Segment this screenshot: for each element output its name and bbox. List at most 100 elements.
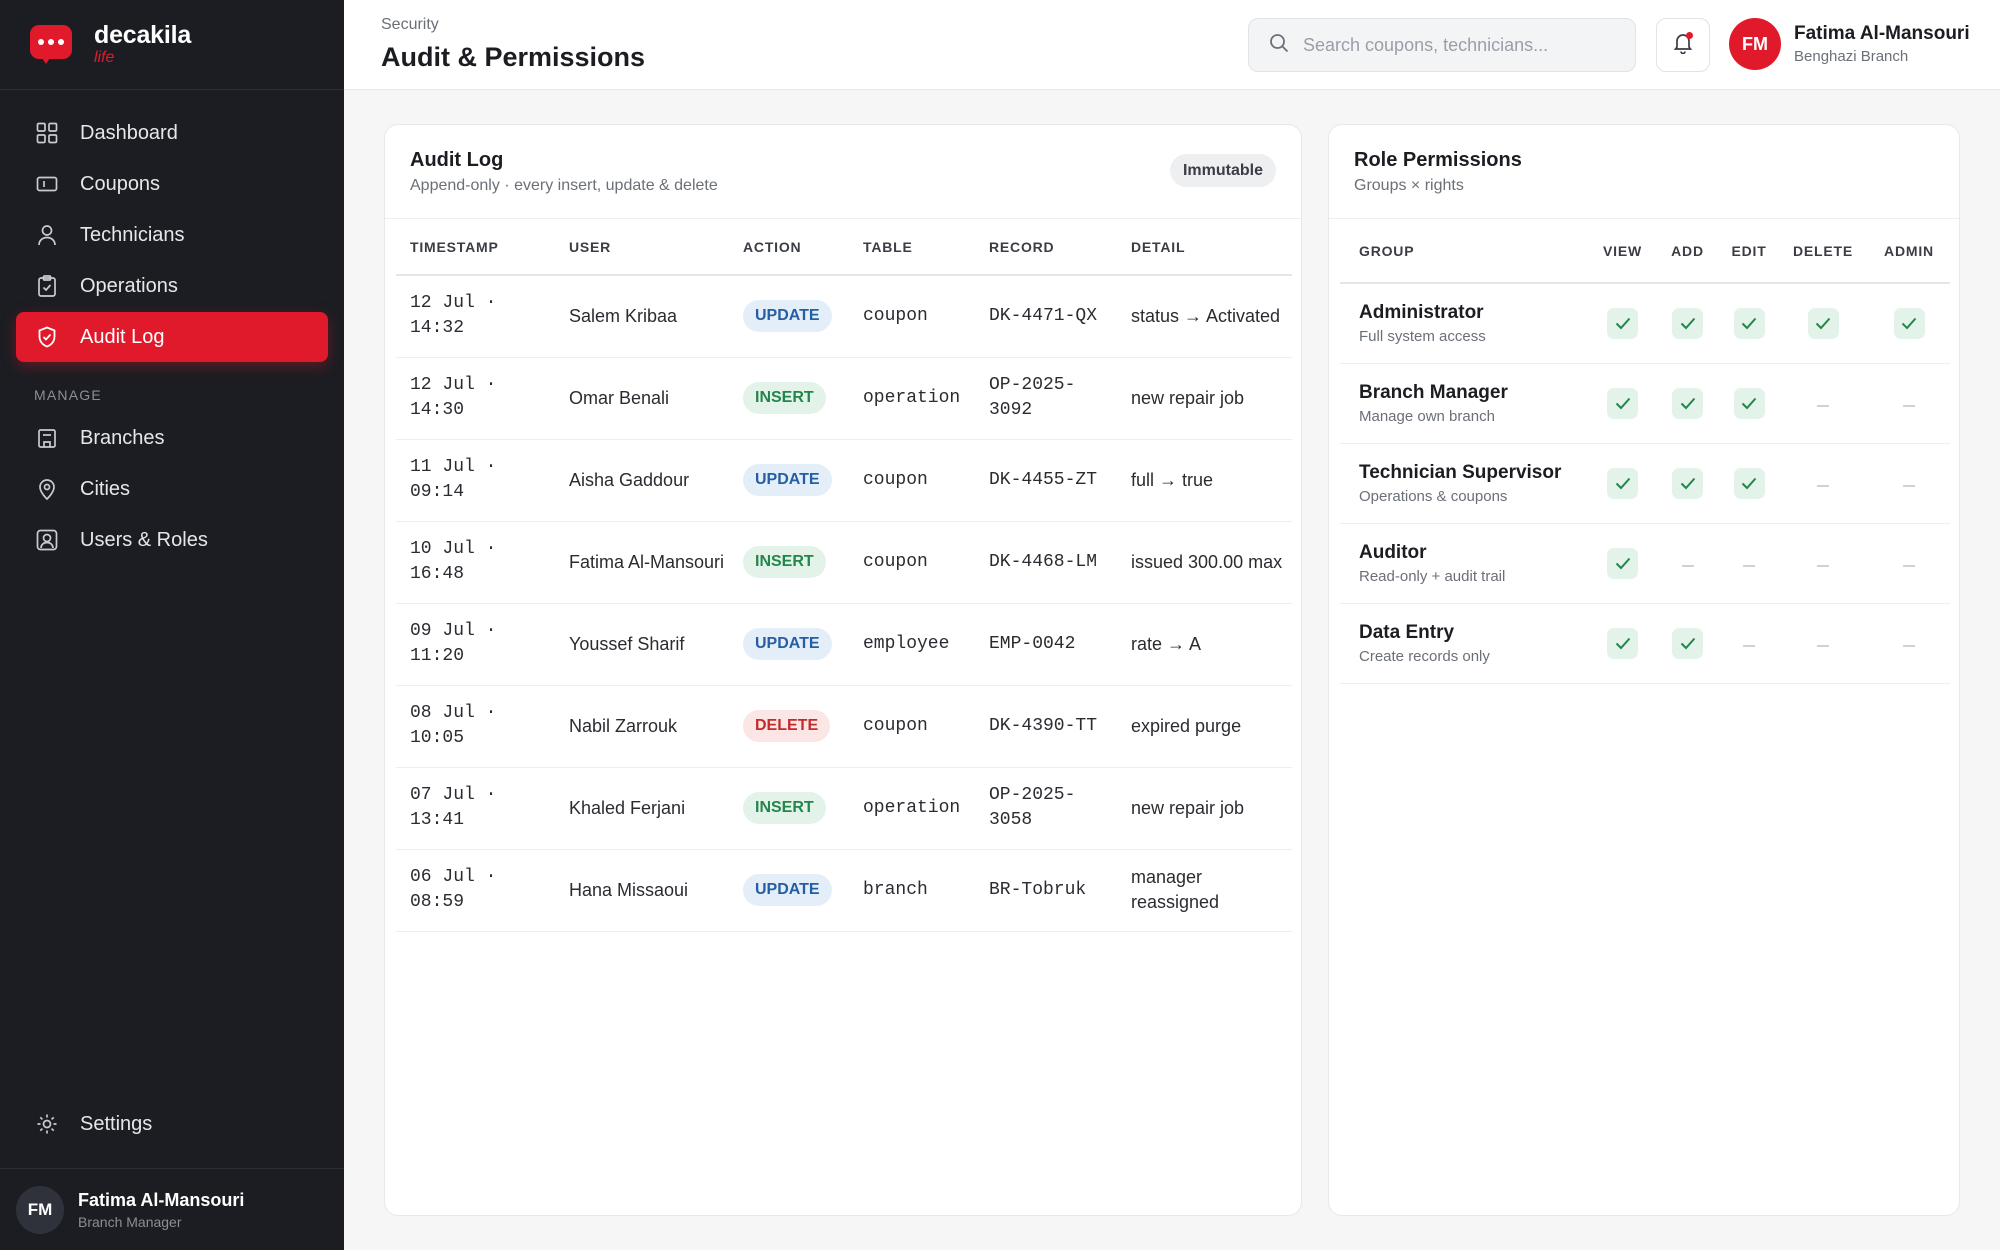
- permission-cell[interactable]: [1778, 363, 1868, 444]
- table-cell: coupon: [849, 521, 975, 604]
- record-cell: DK-4471-QX: [975, 275, 1117, 358]
- timestamp-time: 11:20: [410, 646, 465, 666]
- dash-icon: [1743, 645, 1755, 647]
- permission-cell[interactable]: [1778, 283, 1868, 364]
- sidebar-item-dashboard[interactable]: Dashboard: [16, 108, 328, 158]
- sidebar-item-branches[interactable]: Branches: [16, 413, 328, 463]
- table-row[interactable]: 09 Jul · 11:20 Youssef Sharif UPDATE empl…: [396, 603, 1292, 686]
- permission-cell[interactable]: [1868, 283, 1950, 364]
- timestamp-time: 14:32: [410, 318, 465, 339]
- sidebar-item-audit-log[interactable]: Audit Log: [16, 312, 328, 362]
- permission-cell[interactable]: [1868, 443, 1950, 524]
- action-cell: UPDATE: [729, 439, 849, 522]
- action-cell: INSERT: [729, 521, 849, 604]
- table-row[interactable]: 07 Jul · 13:41 Khaled Ferjani INSERT oper…: [396, 767, 1292, 850]
- table-row[interactable]: Administrator Full system access: [1340, 283, 1950, 364]
- column-header[interactable]: RECORD: [975, 219, 1117, 276]
- check-icon: [1893, 307, 1925, 339]
- timestamp-cell: 09 Jul · 11:20: [396, 603, 555, 686]
- permission-cell[interactable]: [1778, 523, 1868, 604]
- user-cell: Fatima Al-Mansouri: [555, 521, 729, 604]
- detail-cell: status → Activated: [1117, 275, 1292, 358]
- permission-cell[interactable]: [1655, 363, 1720, 444]
- sidebar-item-operations[interactable]: Operations: [16, 261, 328, 311]
- sidebar-item-cities[interactable]: Cities: [16, 464, 328, 514]
- permission-cell[interactable]: [1868, 363, 1950, 444]
- permission-cell[interactable]: [1720, 363, 1778, 444]
- sidebar-item-technicians[interactable]: Technicians: [16, 210, 328, 260]
- table-row[interactable]: 12 Jul · 14:32 Salem Kribaa UPDATE coupon…: [396, 275, 1292, 358]
- table-cell: coupon: [849, 275, 975, 358]
- action-badge: UPDATE: [743, 874, 832, 906]
- sidebar-item-users-roles[interactable]: Users & Roles: [16, 515, 328, 565]
- permission-cell[interactable]: [1778, 443, 1868, 524]
- sidebar-item-settings[interactable]: Settings: [16, 1099, 328, 1149]
- record-cell: DK-4468-LM: [975, 521, 1117, 604]
- role-description: Read-only + audit trail: [1359, 567, 1506, 585]
- table-row[interactable]: Data Entry Create records only: [1340, 603, 1950, 684]
- dash-icon: [1681, 565, 1694, 567]
- timestamp-date: 12 Jul ·: [410, 293, 497, 314]
- permission-cell[interactable]: [1590, 363, 1655, 444]
- topbar: Security Audit & Permissions FM Fatima A…: [344, 0, 2000, 90]
- table-row[interactable]: 10 Jul · 16:48 Fatima Al-Mansouri INSERT …: [396, 521, 1292, 604]
- permission-cell[interactable]: [1655, 603, 1720, 684]
- sidebar-item-label: Settings: [80, 1112, 153, 1135]
- group-cell: Administrator Full system access: [1340, 283, 1590, 364]
- timestamp-cell: 07 Jul · 13:41: [396, 767, 555, 850]
- breadcrumb[interactable]: Security: [381, 16, 439, 33]
- table-row[interactable]: 12 Jul · 14:30 Omar Benali INSERT operati…: [396, 357, 1292, 440]
- permission-cell[interactable]: [1590, 283, 1655, 364]
- sidebar: decakila life Dashboard Coupons Technici…: [0, 0, 344, 1250]
- timestamp-cell: 12 Jul · 14:32: [396, 275, 555, 358]
- table-row[interactable]: Technician Supervisor Operations & coupon…: [1340, 443, 1950, 524]
- header-user-profile[interactable]: FM Fatima Al-Mansouri Benghazi Branch: [1729, 18, 1970, 70]
- record-cell: OP-2025-3092: [975, 357, 1117, 440]
- permission-cell[interactable]: [1868, 523, 1950, 604]
- column-header[interactable]: TABLE: [849, 219, 975, 276]
- permission-cell[interactable]: [1720, 603, 1778, 684]
- building-icon: [34, 425, 60, 451]
- brand-name: decakila: [94, 21, 192, 49]
- permission-cell[interactable]: [1868, 603, 1950, 684]
- permission-cell[interactable]: [1720, 523, 1778, 604]
- permission-cell[interactable]: [1590, 523, 1655, 604]
- table-row[interactable]: 11 Jul · 09:14 Aisha Gaddour UPDATE coupo…: [396, 439, 1292, 522]
- role-name: Technician Supervisor: [1359, 461, 1562, 483]
- permission-cell[interactable]: [1590, 603, 1655, 684]
- permission-cell[interactable]: [1655, 523, 1720, 604]
- search-box[interactable]: [1248, 18, 1636, 72]
- table-row[interactable]: 08 Jul · 10:05 Nabil Zarrouk DELETE coupo…: [396, 685, 1292, 768]
- permission-cell[interactable]: [1720, 283, 1778, 364]
- permission-cell[interactable]: [1655, 443, 1720, 524]
- column-header[interactable]: ACTION: [729, 219, 849, 276]
- search-input[interactable]: [1303, 34, 1623, 56]
- action-cell: UPDATE: [729, 849, 849, 932]
- user-name: Fatima Al-Mansouri: [78, 1189, 245, 1210]
- detail-cell: new repair job: [1117, 767, 1292, 850]
- column-header[interactable]: TIMESTAMP: [396, 219, 555, 276]
- role-permissions-card: Role Permissions Groups × rights GROUP V…: [1328, 124, 1960, 1216]
- table-row[interactable]: Auditor Read-only + audit trail: [1340, 523, 1950, 604]
- sidebar-user-profile[interactable]: FM Fatima Al-Mansouri Branch Manager: [0, 1168, 344, 1250]
- permission-cell[interactable]: [1720, 443, 1778, 524]
- permission-cell[interactable]: [1655, 283, 1720, 364]
- user-cell: Aisha Gaddour: [555, 439, 729, 522]
- table-row[interactable]: Branch Manager Manage own branch: [1340, 363, 1950, 444]
- permission-cell[interactable]: [1590, 443, 1655, 524]
- check-icon: [1607, 467, 1638, 499]
- table-row[interactable]: 06 Jul · 08:59 Hana Missaoui UPDATE branc…: [396, 849, 1292, 932]
- detail-cell: expired purge: [1117, 685, 1292, 768]
- notifications-button[interactable]: [1656, 18, 1710, 72]
- user-cell: Hana Missaoui: [555, 849, 729, 932]
- sidebar-item-label: Branches: [80, 426, 165, 449]
- sidebar-item-coupons[interactable]: Coupons: [16, 159, 328, 209]
- brand[interactable]: decakila life: [0, 0, 344, 90]
- timestamp-time: 08:59: [410, 892, 465, 912]
- table-header-row: GROUP VIEW ADD EDIT DELETE ADMIN: [1340, 219, 1950, 284]
- column-header[interactable]: DETAIL: [1117, 219, 1292, 276]
- column-header[interactable]: USER: [555, 219, 729, 276]
- timestamp-time: 16:48: [410, 564, 465, 584]
- ticket-icon: [34, 171, 60, 197]
- permission-cell[interactable]: [1778, 603, 1868, 684]
